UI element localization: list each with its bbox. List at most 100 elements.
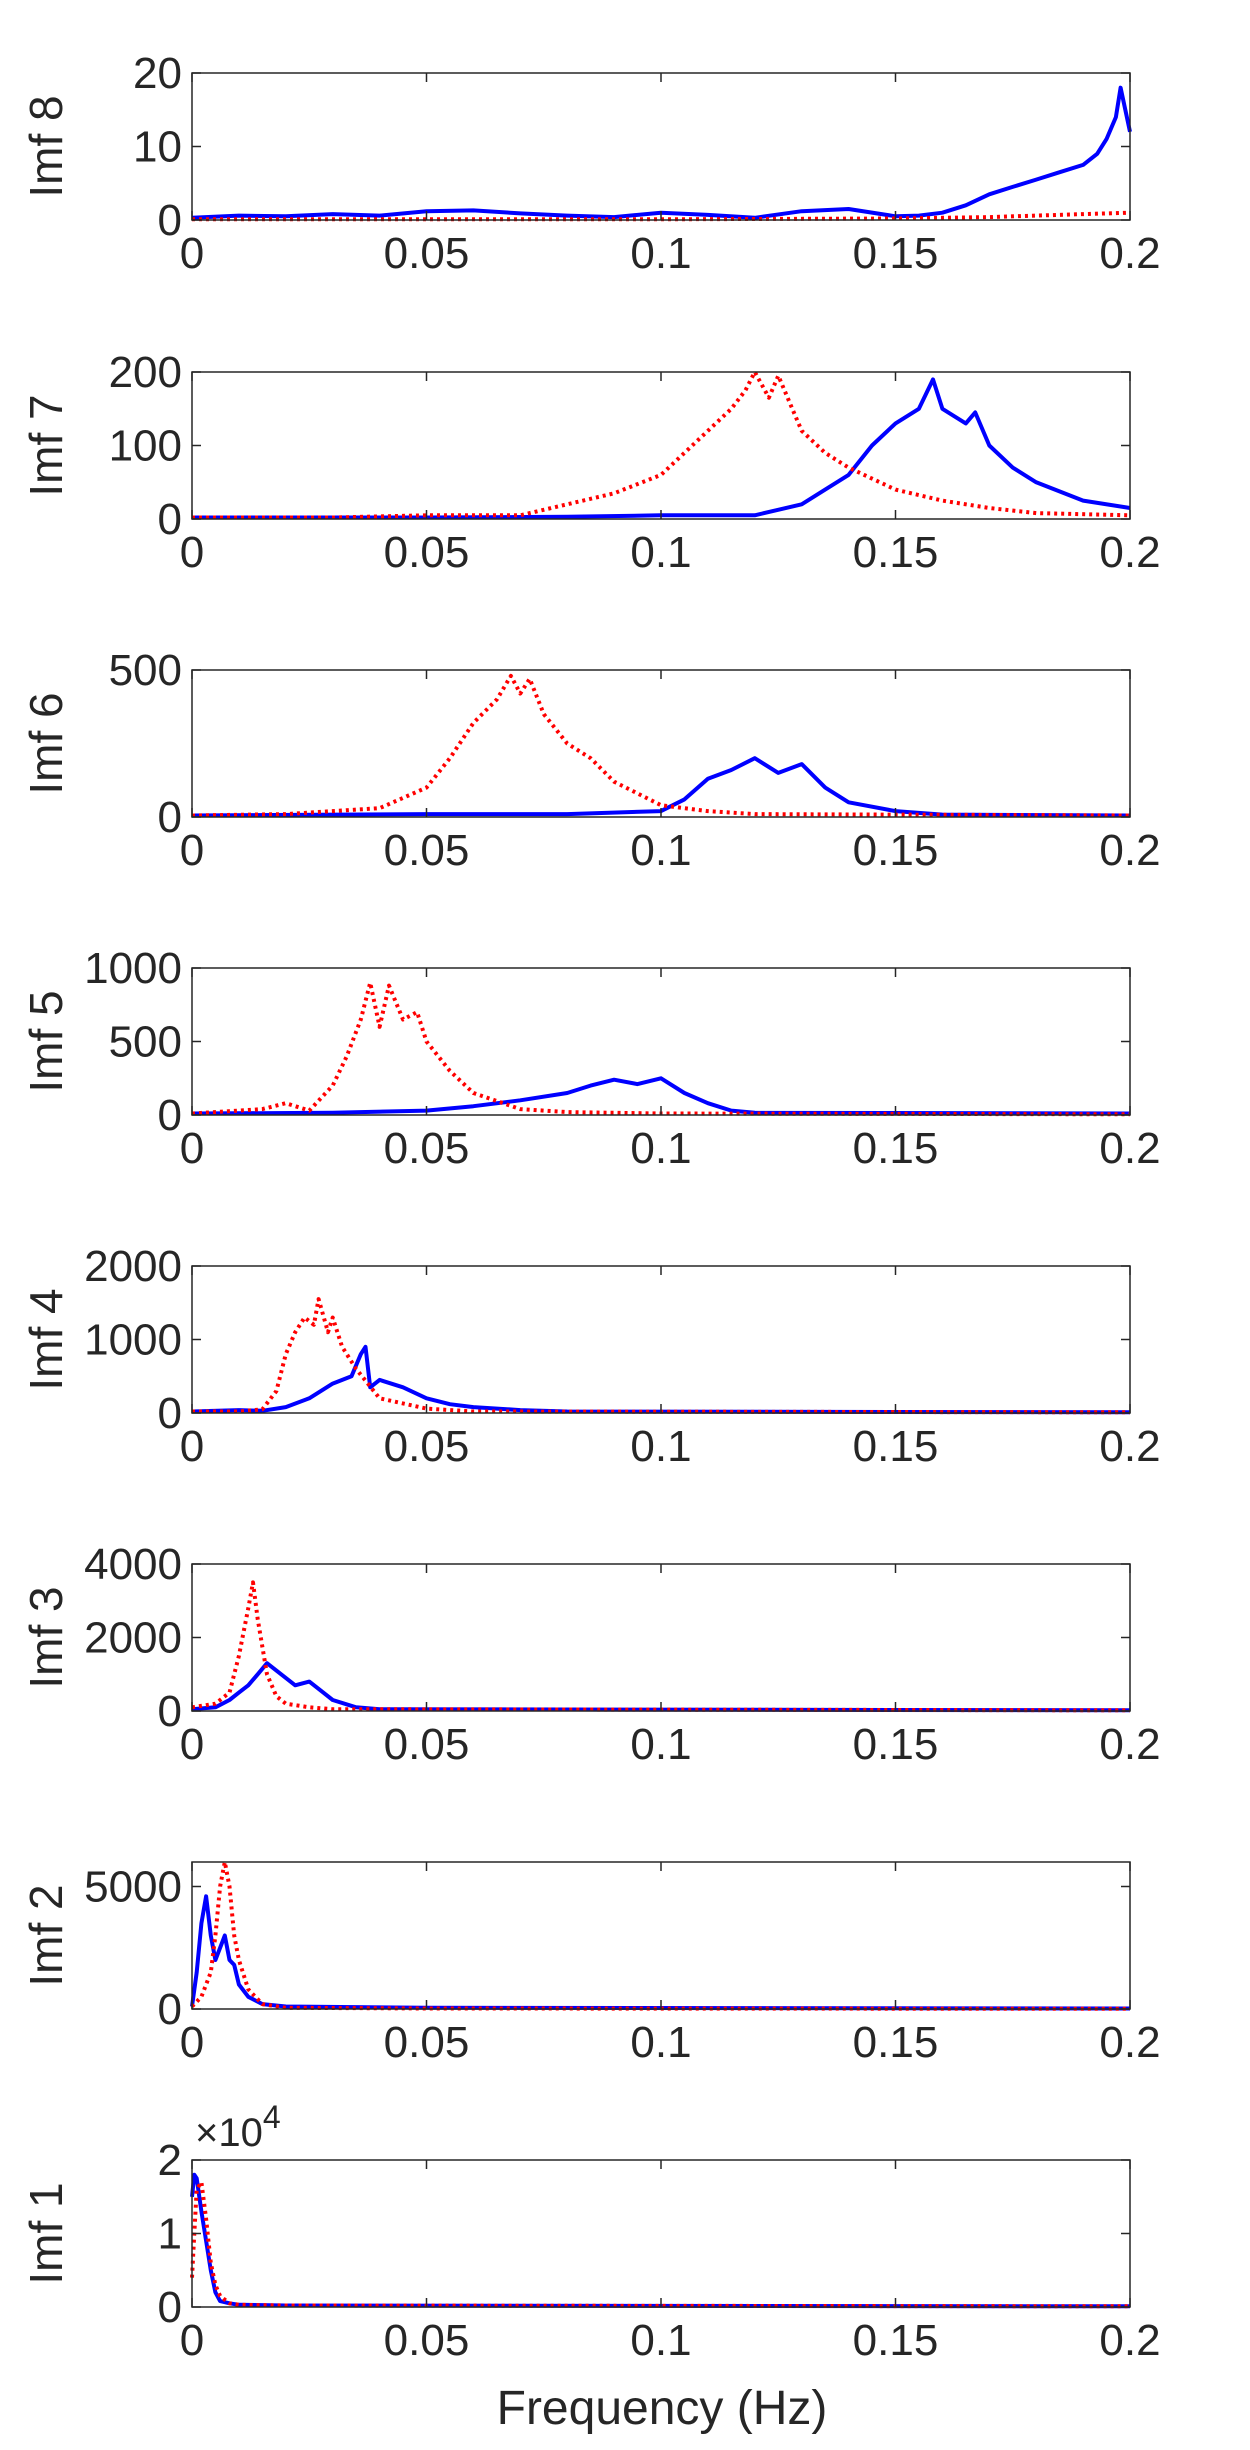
- x-tick-label: 0.05: [384, 2316, 470, 2365]
- x-tick-label: 0.2: [1099, 1720, 1160, 1769]
- y-tick-label: 1000: [84, 1316, 182, 1365]
- x-tick-label: 0.1: [630, 1422, 691, 1471]
- y-tick-label: 0: [158, 793, 182, 842]
- axes-box: [191, 1265, 1131, 1414]
- axes-box: [191, 2159, 1131, 2308]
- series-line-red-dotted: [192, 1297, 1131, 1415]
- y-tick-label: 0: [158, 1091, 182, 1140]
- y-axis-label: Imf 3: [20, 1586, 72, 1688]
- y-tick-label: 500: [109, 1018, 182, 1067]
- x-tick-label: 0.2: [1099, 2316, 1160, 2365]
- x-tick-label: 0.05: [384, 1422, 470, 1471]
- y-tick-label: 0: [158, 495, 182, 544]
- x-tick-label: 0.05: [384, 229, 470, 278]
- subplot-1: 0 0.05 0.1 0.15 0.2 0 1 2 Imf 1 ×104: [20, 2099, 1161, 2365]
- y-axis-label: Imf 5: [20, 990, 72, 1092]
- y-axis-label: Imf 4: [20, 1288, 72, 1390]
- series-line-blue-solid: [191, 1076, 1131, 1116]
- y-tick-label: 0: [158, 2283, 182, 2332]
- series-line-red-dotted: [190, 1860, 1131, 2011]
- series-line-blue-solid: [191, 1344, 1131, 1415]
- y-axis-label: Imf 8: [20, 95, 72, 197]
- axes-box: [191, 669, 1131, 818]
- y-tick-label: 200: [109, 348, 182, 397]
- x-axis-label: Frequency (Hz): [497, 2382, 828, 2435]
- x-tick-label: 0.2: [1099, 528, 1160, 577]
- x-tick-label: 0.2: [1099, 1124, 1160, 1173]
- x-tick-label: 0.1: [630, 2018, 691, 2067]
- y-tick-label: 20: [133, 49, 182, 98]
- y-exponent-label: ×104: [195, 2099, 281, 2155]
- series-line-blue-solid: [190, 1894, 1131, 2011]
- x-tick-label: 0: [180, 826, 204, 875]
- series-line-red-dotted: [192, 210, 1131, 222]
- y-tick-label: 1000: [84, 944, 182, 993]
- x-tick-label: 0.2: [1099, 229, 1160, 278]
- y-axis-label: Imf 6: [20, 692, 72, 794]
- x-tick-label: 0.2: [1099, 1422, 1160, 1471]
- x-tick-label: 0.2: [1099, 826, 1160, 875]
- y-tick-label: 2: [158, 2136, 182, 2185]
- x-tick-label: 0.1: [630, 2316, 691, 2365]
- x-tick-label: 0.1: [630, 1720, 691, 1769]
- y-tick-label: 500: [109, 646, 182, 695]
- y-tick-label: 2000: [84, 1614, 182, 1663]
- x-tick-label: 0.1: [630, 1124, 691, 1173]
- y-axis-label: Imf 7: [20, 394, 72, 496]
- x-tick-label: 0.2: [1099, 2018, 1160, 2067]
- series-line-blue-solid: [191, 85, 1132, 220]
- x-tick-label: 0.05: [384, 1124, 470, 1173]
- y-tick-label: 0: [158, 1687, 182, 1736]
- subplot-8: 0 0.05 0.1 0.15 0.2 0 10 20 Imf 8: [20, 49, 1161, 278]
- x-tick-label: 0.1: [630, 826, 691, 875]
- x-tick-label: 0.15: [853, 2316, 939, 2365]
- series-line-blue-solid: [191, 756, 1131, 818]
- axes-box: [191, 1861, 1131, 2010]
- x-tick-label: 0: [180, 1124, 204, 1173]
- x-tick-label: 0.05: [384, 2018, 470, 2067]
- series-line-blue-solid: [191, 1661, 1131, 1713]
- x-tick-label: 0.15: [853, 826, 939, 875]
- y-tick-label: 1: [158, 2210, 182, 2259]
- y-tick-label: 0: [158, 1985, 182, 2034]
- x-tick-label: 0.15: [853, 1422, 939, 1471]
- y-tick-label: 2000: [84, 1242, 182, 1291]
- x-tick-label: 0: [180, 1422, 204, 1471]
- series-line-red-dotted: [191, 980, 1131, 1117]
- y-axis-label: Imf 2: [20, 1884, 72, 1986]
- x-tick-label: 0.1: [630, 229, 691, 278]
- x-tick-label: 0.05: [384, 528, 470, 577]
- x-tick-label: 0: [180, 2018, 204, 2067]
- y-tick-label: 10: [133, 123, 182, 172]
- x-tick-label: 0: [180, 1720, 204, 1769]
- x-tick-label: 0: [180, 528, 204, 577]
- x-tick-label: 0.05: [384, 1720, 470, 1769]
- x-tick-label: 0.05: [384, 826, 470, 875]
- y-tick-label: 100: [109, 422, 182, 471]
- axes-box: [191, 1563, 1131, 1712]
- x-tick-label: 0.15: [853, 2018, 939, 2067]
- series-line-red-dotted: [190, 2180, 1131, 2309]
- series-line-red-dotted: [191, 1580, 1131, 1713]
- y-axis-label: Imf 1: [20, 2182, 72, 2284]
- y-tick-label: 0: [158, 196, 182, 245]
- subplot-6: 0 0.05 0.1 0.15 0.2 0 500 Imf 6: [20, 646, 1161, 875]
- series-line-red-dotted: [192, 370, 1131, 520]
- x-tick-label: 0.15: [853, 528, 939, 577]
- subplot-7: 0 0.05 0.1 0.15 0.2 0 100 200 Imf 7: [20, 348, 1161, 577]
- y-tick-label: 5000: [84, 1863, 182, 1912]
- x-tick-label: 0.15: [853, 229, 939, 278]
- y-tick-label: 0: [158, 1389, 182, 1438]
- series-line-red-dotted: [191, 673, 1131, 818]
- series-line-blue-solid: [190, 2172, 1131, 2309]
- axes-box: [191, 967, 1131, 1116]
- x-tick-label: 0.1: [630, 528, 691, 577]
- series-line-blue-solid: [192, 377, 1131, 520]
- y-tick-label: 4000: [84, 1540, 182, 1589]
